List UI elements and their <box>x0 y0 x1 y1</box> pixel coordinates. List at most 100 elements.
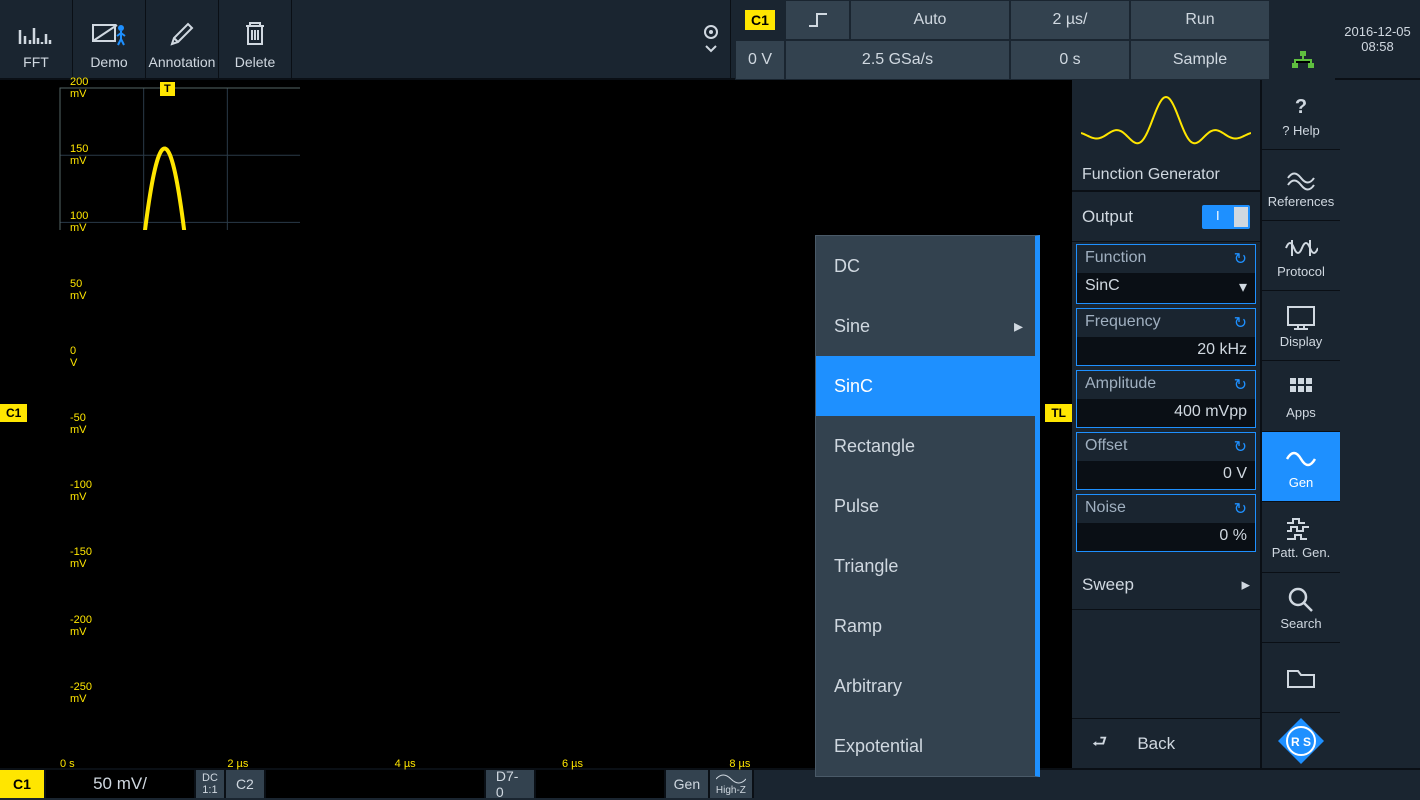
function-dropdown-menu: DCSineSinCRectanglePulseTriangleRampArbi… <box>815 235 1040 777</box>
rail-apps-button[interactable]: Apps <box>1262 361 1340 431</box>
y-axis-label: -150 mV <box>70 546 92 570</box>
chevron-right-icon: ▸ <box>1241 575 1250 595</box>
trigger-mode-cell[interactable]: Auto <box>850 0 1010 40</box>
refresh-icon <box>1234 249 1247 269</box>
rail-display-button[interactable]: Display <box>1262 291 1340 361</box>
function-option-sine[interactable]: Sine <box>816 296 1035 356</box>
footer-gen-wave[interactable]: High-Z <box>710 770 754 798</box>
function-option-pulse[interactable]: Pulse <box>816 476 1035 536</box>
fft-button[interactable]: FFT <box>0 0 73 78</box>
y-axis-label: -50 mV <box>70 412 87 436</box>
channel-marker[interactable]: C1 <box>0 404 27 422</box>
x-axis-label: 8 µs <box>729 758 750 770</box>
trigger-level-marker[interactable]: TL <box>1045 404 1072 422</box>
x-axis-label: 6 µs <box>562 758 583 770</box>
annotation-button[interactable]: Annotation <box>146 0 219 78</box>
function-param[interactable]: Function SinC▾ <box>1076 244 1256 304</box>
footer-gen[interactable]: Gen <box>666 770 710 798</box>
y-axis-label: 50 mV <box>70 278 87 302</box>
network-icon[interactable] <box>1270 40 1335 80</box>
trash-icon <box>242 14 268 54</box>
refresh-icon <box>1234 499 1247 519</box>
refresh-icon <box>1234 437 1247 457</box>
search-icon <box>1287 584 1315 616</box>
function-option-rectangle[interactable]: Rectangle <box>816 416 1035 476</box>
fft-label: FFT <box>23 54 49 70</box>
y-axis-label: -250 mV <box>70 681 92 705</box>
gear-icon <box>701 24 721 54</box>
rising-edge-icon <box>807 10 829 30</box>
rail-gen-button[interactable]: Gen <box>1262 432 1340 502</box>
annotation-label: Annotation <box>149 54 216 70</box>
fgen-panel-title: Function Generator <box>1072 160 1260 192</box>
protocol-icon <box>1284 232 1318 264</box>
settings-gear-button[interactable] <box>691 0 731 78</box>
footer-channel-c1[interactable]: C1 <box>0 770 46 798</box>
fft-icon <box>18 14 54 54</box>
footer-bar: C1 50 mV/ DC1:1 C2 D7-0 Gen High-Z <box>0 768 1420 798</box>
demo-label: Demo <box>90 54 127 70</box>
clock-cell <box>1270 0 1335 40</box>
waveform-trace <box>0 80 300 230</box>
footer-digital-space[interactable] <box>536 770 666 798</box>
refresh-icon <box>1234 313 1247 333</box>
trigger-level-cell[interactable]: 0 V <box>735 40 785 80</box>
gen-icon <box>1285 443 1317 475</box>
output-toggle[interactable] <box>1202 205 1250 229</box>
help-icon: ? <box>1295 91 1307 123</box>
apps-icon <box>1288 373 1314 405</box>
file-icon <box>1286 662 1316 694</box>
sweep-row[interactable]: Sweep▸ <box>1072 560 1260 610</box>
y-axis-label: -100 mV <box>70 479 92 503</box>
rail-references-button[interactable]: References <box>1262 150 1340 220</box>
oscilloscope-display[interactable]: 200 mV150 mV100 mV50 mV0 V-50 mV-100 mV-… <box>0 80 1072 768</box>
rail-protocol-button[interactable]: Protocol <box>1262 221 1340 291</box>
function-generator-panel: Function Generator Output Function SinC▾… <box>1072 80 1260 768</box>
footer-digital[interactable]: D7-0 <box>486 770 536 798</box>
trigger-edge-button[interactable] <box>785 0 850 40</box>
function-option-dc[interactable]: DC <box>816 236 1035 296</box>
channel-indicator[interactable]: C1 <box>735 0 785 40</box>
trigger-position-marker[interactable]: T <box>160 82 175 96</box>
refresh-icon <box>1234 375 1247 395</box>
delay-cell[interactable]: 0 s <box>1010 40 1130 80</box>
function-option-ramp[interactable]: Ramp <box>816 596 1035 656</box>
footer-coupling[interactable]: DC1:1 <box>196 770 226 798</box>
y-axis-label: 150 mV <box>70 143 88 167</box>
footer-c2[interactable]: C2 <box>226 770 266 798</box>
demo-button[interactable]: Demo <box>73 0 146 78</box>
frequency-param[interactable]: Frequency 20 kHz <box>1076 308 1256 366</box>
sample-rate-cell[interactable]: 2.5 GSa/s <box>785 40 1010 80</box>
acq-mode-cell[interactable]: Sample <box>1130 40 1270 80</box>
chevron-down-icon: ▾ <box>1239 277 1247 297</box>
waveform-preview <box>1072 80 1260 160</box>
function-option-arbitrary[interactable]: Arbitrary <box>816 656 1035 716</box>
back-button[interactable]: ⮐Back <box>1072 718 1260 768</box>
footer-c2-space[interactable] <box>266 770 486 798</box>
offset-param[interactable]: Offset 0 V <box>1076 432 1256 490</box>
noise-param[interactable]: Noise 0 % <box>1076 494 1256 552</box>
amplitude-param[interactable]: Amplitude 400 mVpp <box>1076 370 1256 428</box>
run-state-cell[interactable]: Run <box>1130 0 1270 40</box>
x-axis-label: 2 µs <box>227 758 248 770</box>
function-option-sinc[interactable]: SinC <box>816 356 1035 416</box>
delete-label: Delete <box>235 54 275 70</box>
function-option-expotential[interactable]: Expotential <box>816 716 1035 776</box>
y-axis-label: 0 V <box>70 345 77 369</box>
y-axis-label: 100 mV <box>70 210 88 234</box>
rail-search-button[interactable]: Search <box>1262 573 1340 643</box>
timebase-cell[interactable]: 2 µs/ <box>1010 0 1130 40</box>
output-toggle-row[interactable]: Output <box>1072 192 1260 242</box>
pencil-icon <box>168 14 196 54</box>
references-icon <box>1286 162 1316 194</box>
svg-text:R S: R S <box>1291 735 1311 749</box>
function-option-triangle[interactable]: Triangle <box>816 536 1035 596</box>
x-axis-label: 4 µs <box>395 758 416 770</box>
footer-vdiv[interactable]: 50 mV/ <box>46 770 196 798</box>
delete-button[interactable]: Delete <box>219 0 292 78</box>
datetime-display: 2016-12-05 08:58 <box>1335 0 1420 78</box>
rail-help-button[interactable]: ?? Help <box>1262 80 1340 150</box>
y-axis-label: -200 mV <box>70 614 92 638</box>
rail-pattgen-button[interactable]: Patt. Gen. <box>1262 502 1340 572</box>
rail-file-button[interactable] <box>1262 643 1340 713</box>
